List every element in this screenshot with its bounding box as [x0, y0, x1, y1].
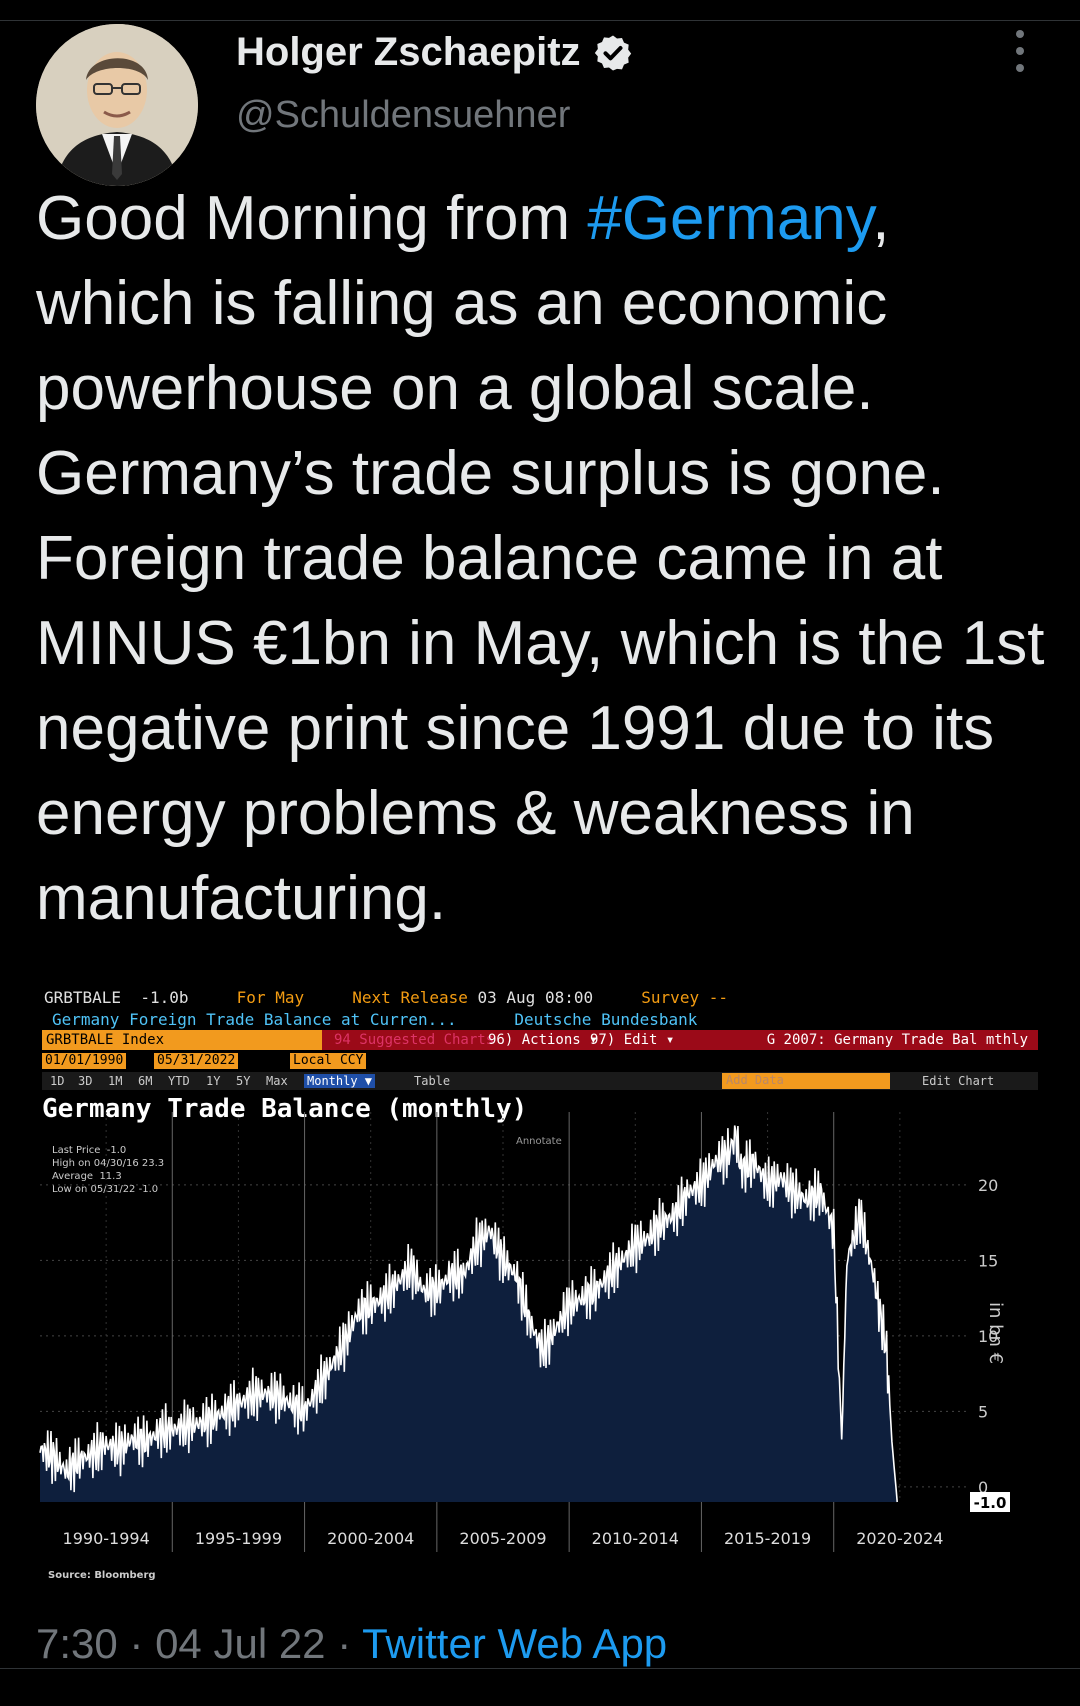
end-date[interactable]: 05/31/2022 — [154, 1053, 239, 1069]
terminal-toolbar: GRBTBALE Index 94 Suggested Charts 96) A… — [42, 1030, 1038, 1050]
terminal-desc: Germany Foreign Trade Balance at Curren.… — [52, 1010, 697, 1029]
avatar[interactable] — [36, 24, 198, 186]
edit-chart-button[interactable]: Edit Chart — [922, 1074, 995, 1088]
next-release: 03 Aug 08:00 — [477, 988, 594, 1007]
last-value-label: -1.0 — [974, 1494, 1007, 1512]
series-description: Germany Foreign Trade Balance at Curren.… — [52, 1010, 457, 1029]
chart-title: Germany Trade Balance (monthly) — [42, 1094, 528, 1124]
y-tick-label-3: 15 — [978, 1251, 998, 1270]
legend-last: Last Price -1.0 — [52, 1145, 127, 1156]
tweet-text-start: Good Morning from — [36, 184, 588, 253]
x-tick-label-1: 1995-1999 — [195, 1529, 282, 1548]
x-tick-label-4: 2010-2014 — [592, 1529, 679, 1548]
y-tick-label-2: 10 — [978, 1327, 998, 1346]
author-name[interactable]: Holger Zschaepitz — [236, 30, 633, 75]
data-source: Deutsche Bundesbank — [514, 1010, 698, 1029]
for-period: For May — [236, 988, 305, 1007]
legend-average: Average 11.3 — [52, 1171, 122, 1182]
period-1d[interactable]: 1D — [50, 1074, 65, 1088]
edit-menu[interactable]: 97) Edit ▾ — [590, 1032, 675, 1048]
x-tick-label-5: 2015-2019 — [724, 1529, 811, 1548]
tweet-time[interactable]: 7:30 — [36, 1620, 118, 1667]
author-handle[interactable]: @Schuldensuehner — [236, 94, 571, 136]
legend-high: High on 04/30/16 23.3 — [52, 1158, 165, 1169]
author-name-text: Holger Zschaepitz — [236, 30, 581, 74]
tweet-text-comma: , — [872, 184, 890, 253]
currency-select[interactable]: Local CCY — [290, 1053, 367, 1069]
graph-title: G 2007: Germany Trade Bal mthly — [766, 1032, 1028, 1048]
chart-legend: Last Price -1.0 High on 04/30/16 23.3 Av… — [52, 1144, 164, 1196]
actions-menu[interactable]: 96) Actions ▾ — [488, 1032, 598, 1048]
add-data-field[interactable]: Add Data — [722, 1073, 890, 1089]
terminal-header: GRBTBALE -1.0b For May Next Release 03 A… — [44, 988, 728, 1007]
y-tick-label-1: 5 — [978, 1402, 988, 1421]
next-release-label: Next Release — [352, 988, 468, 1007]
verified-badge-icon — [594, 35, 631, 70]
period-1y[interactable]: 1Y — [206, 1074, 221, 1088]
chart-source: Source: Bloomberg — [48, 1570, 156, 1581]
x-tick-label-2: 2000-2004 — [327, 1529, 414, 1548]
date-range-bar: 01/01/1990 05/31/2022 Local CCY — [42, 1052, 1038, 1070]
start-date[interactable]: 01/01/1990 — [42, 1053, 127, 1069]
survey: Survey -- — [641, 988, 728, 1007]
more-options-icon[interactable] — [1010, 30, 1030, 74]
x-tick-label-3: 2005-2009 — [459, 1529, 546, 1548]
y-axis-label: in bn € — [985, 1302, 1006, 1365]
suggested-charts[interactable]: 94 Suggested Charts — [334, 1032, 495, 1048]
x-tick-label-6: 2020-2024 — [856, 1529, 943, 1548]
bottom-divider — [0, 1668, 1080, 1669]
frequency-select[interactable]: Monthly ▼ — [304, 1074, 376, 1088]
period-1m[interactable]: 1M — [108, 1074, 123, 1088]
period-ytd[interactable]: YTD — [168, 1074, 190, 1088]
series-area — [40, 1125, 898, 1502]
y-tick-label-4: 20 — [978, 1176, 998, 1195]
hashtag-link[interactable]: #Germany — [587, 184, 873, 253]
series-line — [39, 1125, 898, 1503]
table-button[interactable]: Table — [414, 1074, 451, 1088]
x-tick-label-0: 1990-1994 — [63, 1529, 150, 1548]
index-field[interactable]: GRBTBALE Index — [42, 1030, 322, 1050]
tweet-date[interactable]: 04 Jul 22 — [155, 1620, 326, 1667]
y-tick-label-0: 0 — [978, 1478, 988, 1497]
last-value: -1.0b — [140, 988, 189, 1007]
top-divider — [0, 20, 1080, 21]
source-app-link[interactable]: Twitter Web App — [362, 1620, 668, 1667]
ticker: GRBTBALE — [44, 988, 122, 1007]
last-value-tag — [970, 1492, 1010, 1512]
period-3d[interactable]: 3D — [78, 1074, 93, 1088]
tweet-text: Good Morning from #Germany, which is fal… — [36, 176, 1056, 941]
chart-image[interactable]: GRBTBALE -1.0b For May Next Release 03 A… — [36, 982, 1044, 1582]
annotate-button[interactable]: Annotate — [516, 1136, 562, 1147]
tweet-text-body: which is falling as an economic powerhou… — [36, 269, 1045, 933]
chart-plot-area: 0 5 10 15 20 1990-1994 1995-1999 2000-2004 2005-… — [39, 1112, 1010, 1552]
period-6m[interactable]: 6M — [138, 1074, 153, 1088]
period-5y[interactable]: 5Y — [236, 1074, 251, 1088]
period-bar: 1D 3D 1M 6M YTD 1Y 5Y Max Monthly ▼ Tabl… — [42, 1072, 1038, 1090]
tweet-meta: 7:30 · 04 Jul 22 · Twitter Web App — [36, 1620, 668, 1667]
avatar-portrait-icon — [36, 24, 198, 186]
legend-low: Low on 05/31/22 -1.0 — [52, 1184, 159, 1195]
period-max[interactable]: Max — [266, 1074, 288, 1088]
